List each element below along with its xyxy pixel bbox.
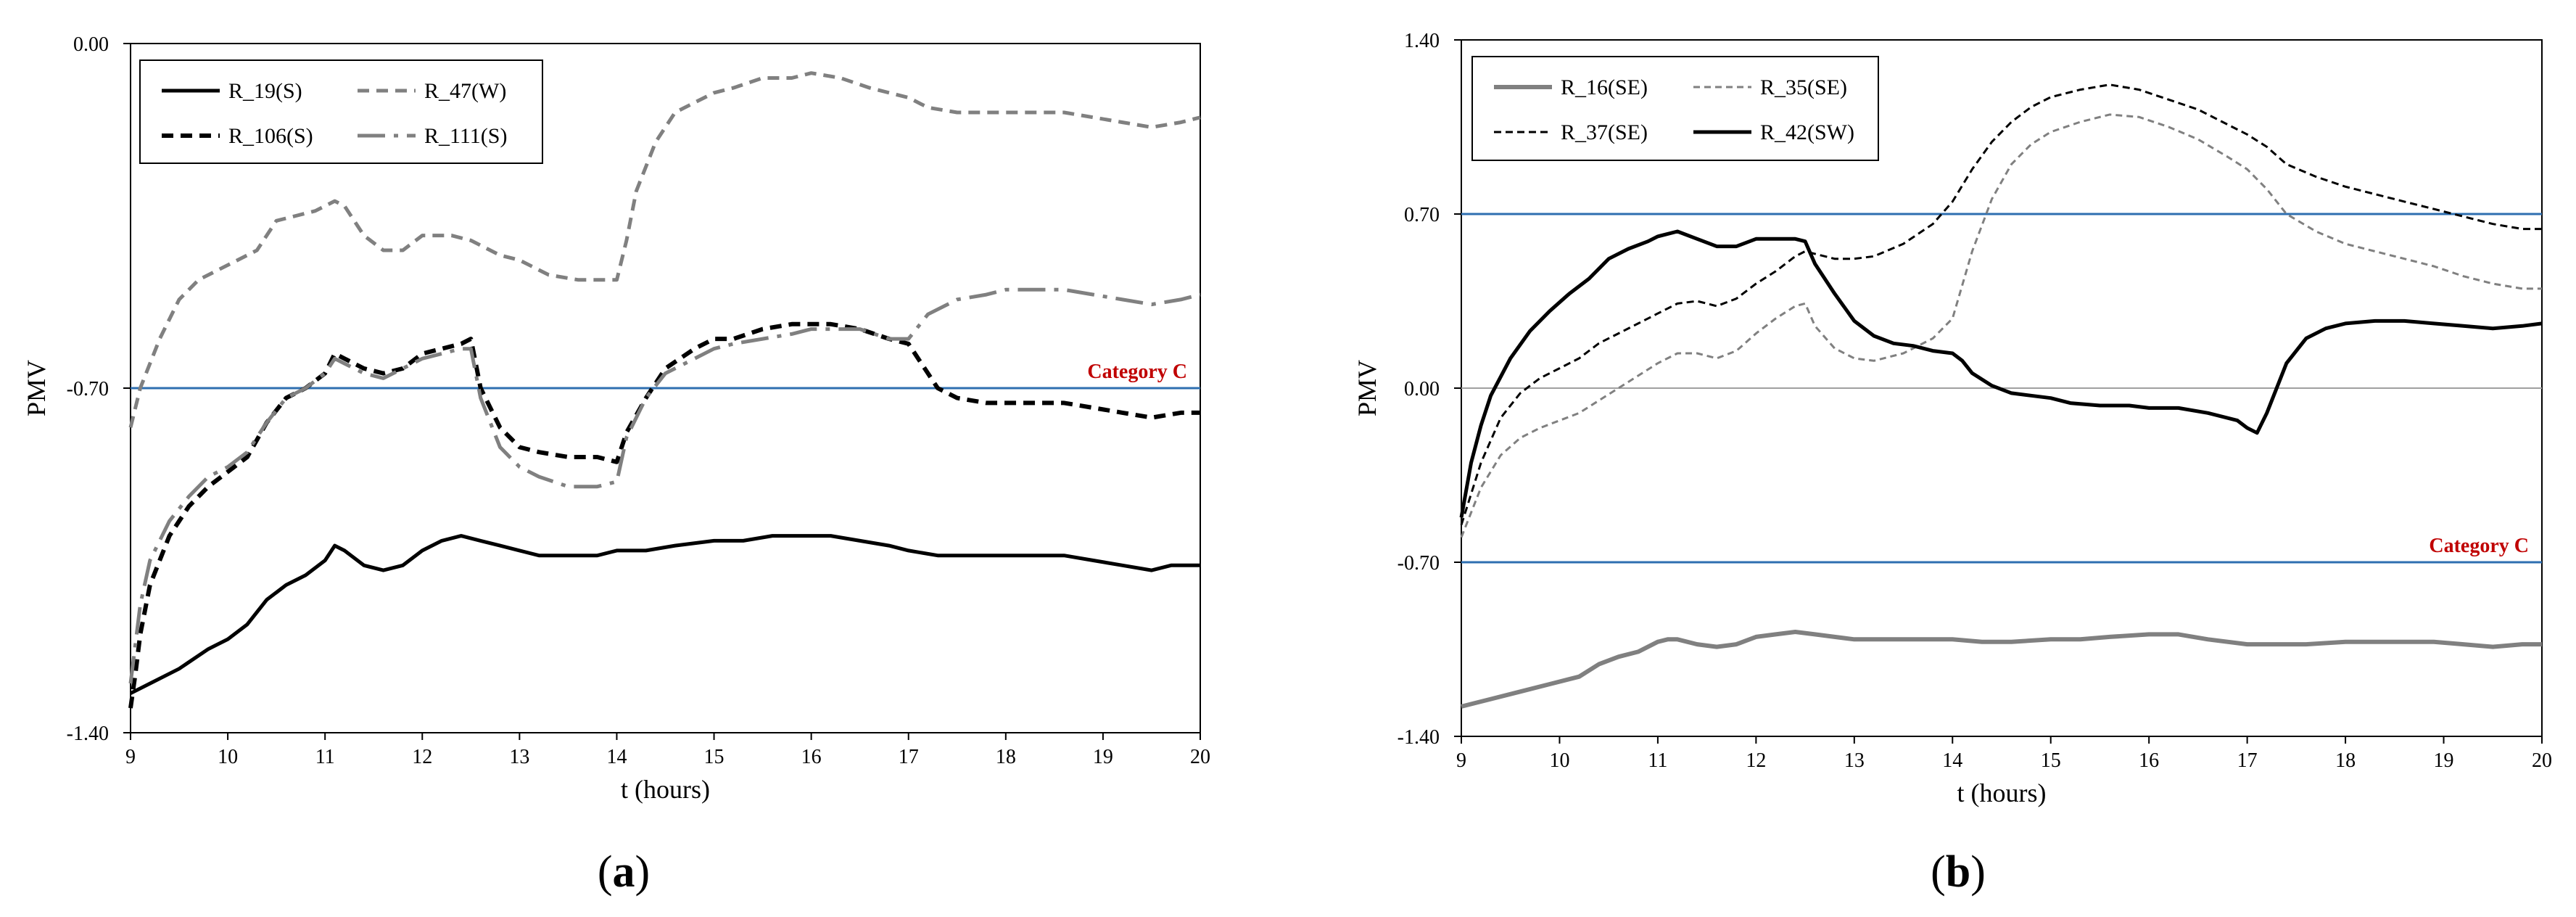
category-c-label: Category C bbox=[1087, 361, 1187, 383]
x-tick-label: 16 bbox=[2139, 749, 2159, 772]
legend-entry-label: R_111(S) bbox=[424, 124, 507, 148]
x-tick-label: 19 bbox=[1093, 746, 1113, 768]
x-tick-label: 13 bbox=[1844, 749, 1865, 772]
x-tick-label: 15 bbox=[704, 746, 724, 768]
legend-entry-label: R_47(W) bbox=[424, 79, 506, 103]
panel-label-a: (a) bbox=[598, 847, 650, 897]
y-tick-label: -0.70 bbox=[1398, 552, 1440, 575]
x-tick-label: 17 bbox=[899, 746, 919, 768]
y-tick-label: 0.70 bbox=[1404, 204, 1440, 226]
x-tick-label: 10 bbox=[1549, 749, 1569, 772]
x-tick-label: 14 bbox=[1942, 749, 1962, 772]
series-line-r-19-s bbox=[129, 534, 1200, 695]
y-axis-label: PMV bbox=[22, 360, 51, 416]
x-tick-labels: 9 10 11 12 13 14 15 16 17 18 19 20 bbox=[1456, 736, 2552, 772]
y-tick-label: -0.70 bbox=[67, 378, 109, 400]
chart-panel-a: Category C 9 10 11 12 13 14 15 16 17 18 19 20 0.00 -… bbox=[22, 33, 1210, 897]
x-tick-label: 12 bbox=[412, 746, 432, 768]
legend-box bbox=[139, 59, 543, 164]
y-tick-label: -1.40 bbox=[1398, 726, 1440, 749]
x-tick-label: 18 bbox=[2335, 749, 2356, 772]
series-line-r-106-s bbox=[128, 321, 1200, 709]
series-line-r-37-se bbox=[1460, 83, 2542, 526]
legend: R_16(SE) R_35(SE) R_37(SE) R_42(SW) bbox=[1471, 56, 1879, 161]
x-tick-label: 20 bbox=[2532, 749, 2552, 772]
legend: R_19(S) R_47(W) R_106(S) R_111(S) bbox=[139, 59, 543, 164]
series-line-r-47-w bbox=[128, 71, 1201, 428]
x-tick-label: 10 bbox=[218, 746, 238, 768]
x-tick-labels: 9 10 11 12 13 14 15 16 17 18 19 20 bbox=[125, 733, 1210, 768]
y-tick-label: -1.40 bbox=[67, 723, 109, 745]
y-tick-labels: 0.00 -0.70 -1.40 bbox=[67, 33, 131, 745]
legend-box bbox=[1471, 56, 1879, 161]
x-tick-label: 15 bbox=[2041, 749, 2061, 772]
y-tick-label: 0.00 bbox=[73, 33, 109, 56]
series-lines bbox=[1459, 83, 2543, 709]
y-tick-label: 1.40 bbox=[1404, 30, 1440, 52]
x-axis-label: t (hours) bbox=[1957, 778, 2047, 807]
x-tick-label: 9 bbox=[1456, 749, 1466, 772]
y-axis-label: PMV bbox=[1353, 360, 1382, 416]
x-axis-label: t (hours) bbox=[621, 775, 710, 804]
series-line-r-35-se bbox=[1460, 113, 2542, 538]
x-tick-label: 14 bbox=[606, 746, 627, 768]
y-tick-label: 0.00 bbox=[1404, 378, 1440, 400]
legend-entry-label: R_35(SE) bbox=[1760, 75, 1847, 99]
chart-panel-b: Category C 9 10 11 12 13 14 15 16 17 18 19 20 1.40 0… bbox=[1353, 30, 2552, 897]
x-tick-label: 19 bbox=[2434, 749, 2454, 772]
legend-entry-label: R_106(S) bbox=[228, 124, 313, 148]
x-tick-label: 18 bbox=[996, 746, 1016, 768]
legend-entry-label: R_42(SW) bbox=[1760, 120, 1854, 144]
legend-entry-label: R_16(SE) bbox=[1561, 75, 1648, 99]
legend-entry-label: R_19(S) bbox=[228, 79, 302, 103]
series-line-r-16-se bbox=[1461, 630, 2542, 709]
reference-lines: Category C bbox=[1461, 213, 2542, 564]
legend-entry-label: R_37(SE) bbox=[1561, 120, 1648, 144]
x-tick-label: 12 bbox=[1746, 749, 1766, 772]
x-tick-label: 13 bbox=[509, 746, 529, 768]
series-line-r-42-sw bbox=[1459, 229, 2543, 518]
panel-letter: b bbox=[1946, 847, 1970, 897]
panel-letter: a bbox=[613, 847, 635, 897]
x-tick-label: 11 bbox=[315, 746, 335, 768]
series-lines bbox=[128, 71, 1201, 709]
x-tick-label: 17 bbox=[2237, 749, 2258, 772]
x-tick-label: 16 bbox=[801, 746, 822, 768]
x-tick-label: 9 bbox=[125, 746, 136, 768]
category-c-label: Category C bbox=[2429, 535, 2529, 557]
panel-label-b: (b) bbox=[1931, 847, 1986, 897]
x-tick-label: 20 bbox=[1190, 746, 1210, 768]
series-line-r-111-s bbox=[128, 287, 1201, 684]
x-tick-label: 11 bbox=[1648, 749, 1667, 772]
y-tick-labels: 1.40 0.70 0.00 -0.70 -1.40 bbox=[1398, 30, 1461, 749]
